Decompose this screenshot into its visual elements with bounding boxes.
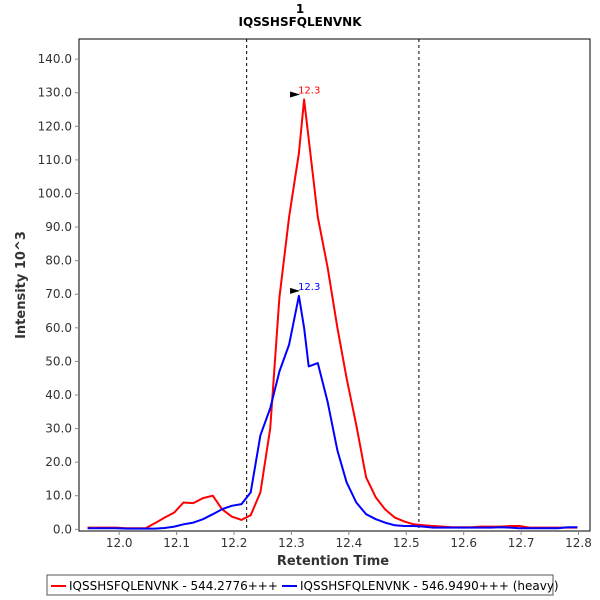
y-tick-label: 60.0 xyxy=(45,321,72,335)
apex-marker-icon xyxy=(290,91,301,98)
y-tick-label: 120.0 xyxy=(38,119,72,133)
y-tick-label: 90.0 xyxy=(45,220,72,234)
x-tick-label: 12.3 xyxy=(278,536,305,550)
x-tick-label: 12.8 xyxy=(565,536,592,550)
apex-label: 12.3 xyxy=(298,282,320,293)
integration-boundaries xyxy=(246,39,420,531)
x-tick-label: 12.4 xyxy=(335,536,362,550)
y-tick-label: 100.0 xyxy=(38,186,72,200)
legend: IQSSHSFQLENVNK - 544.2776+++ IQSSHSFQLEN… xyxy=(46,574,559,596)
y-tick-label: 110.0 xyxy=(38,153,72,167)
x-tick-label: 12.5 xyxy=(393,536,420,550)
apex-markers: 12.3 12.3 xyxy=(290,85,320,294)
x-tick-label: 12.7 xyxy=(508,536,535,550)
series-layer xyxy=(87,98,578,530)
y-tick-label: 130.0 xyxy=(38,86,72,100)
x-tick-label: 12.1 xyxy=(163,536,190,550)
y-tick-label: 0.0 xyxy=(53,522,72,536)
x-tick-label: 12.2 xyxy=(221,536,248,550)
chart-title: 1 xyxy=(296,2,304,16)
y-axis-label: Intensity 10^3 xyxy=(14,231,29,339)
x-axis: 12.0 12.1 12.2 12.3 12.4 12.5 12.6 12.7 12.8 xyxy=(106,531,592,550)
legend-entry-heavy: IQSSHSFQLENVNK - 546.9490+++ (heavy) xyxy=(300,579,559,593)
x-tick-label: 12.6 xyxy=(450,536,477,550)
y-tick-label: 40.0 xyxy=(45,388,72,402)
series-line-1 xyxy=(87,294,578,530)
y-tick-label: 10.0 xyxy=(45,489,72,503)
chart-subtitle: IQSSHSFQLENVNK xyxy=(238,15,362,29)
y-axis: 0.0 10.0 20.0 30.0 40.0 50.0 60.0 70.0 80.0 90.0 1… xyxy=(38,52,79,536)
y-tick-label: 50.0 xyxy=(45,354,72,368)
x-tick-label: 12.0 xyxy=(106,536,133,550)
legend-entry-light: IQSSHSFQLENVNK - 544.2776+++ xyxy=(69,579,278,593)
y-tick-label: 70.0 xyxy=(45,287,72,301)
y-tick-label: 30.0 xyxy=(45,422,72,436)
y-tick-label: 140.0 xyxy=(38,52,72,66)
y-tick-label: 80.0 xyxy=(45,254,72,268)
plot-area xyxy=(78,38,591,532)
x-axis-label: Retention Time xyxy=(277,554,389,569)
legend-box xyxy=(46,574,554,596)
apex-marker-icon xyxy=(290,287,301,294)
y-tick-label: 20.0 xyxy=(45,455,72,469)
apex-label: 12.3 xyxy=(298,85,320,96)
